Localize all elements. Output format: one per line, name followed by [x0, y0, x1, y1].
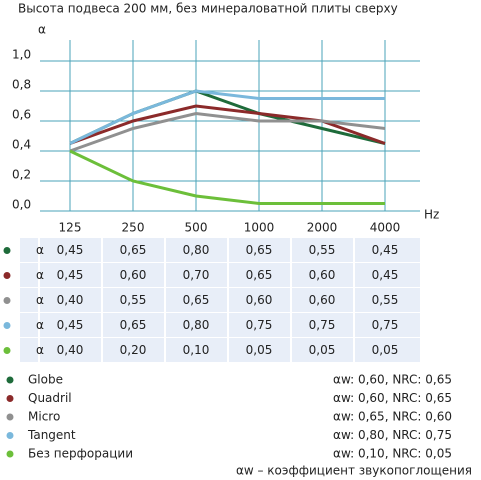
series-line — [69, 111, 386, 153]
table-value: 0,60 — [246, 293, 273, 307]
legend-rating: αw: 0,80, NRC: 0,75 — [333, 428, 452, 442]
legend-rating: αw: 0,65, NRC: 0,60 — [333, 410, 452, 424]
table-value: 0,45 — [57, 243, 84, 257]
x-tick-label: 500 — [185, 221, 208, 235]
x-tick-label: 1000 — [244, 221, 275, 235]
table-value: 0,80 — [183, 243, 210, 257]
table-value: 0,10 — [183, 343, 210, 357]
table-value: 0,70 — [183, 268, 210, 282]
legend-rating: αw: 0,60, NRC: 0,65 — [333, 373, 452, 387]
legend-rating: αw: 0,60, NRC: 0,65 — [333, 391, 452, 405]
table-value: 0,65 — [246, 243, 273, 257]
y-tick-label: 0,2 — [12, 168, 31, 182]
table-dot — [3, 297, 11, 304]
table-value: 0,65 — [120, 318, 147, 332]
footnote: αw – коэффициент звукопоглощения — [236, 464, 472, 478]
x-tick-label: 2000 — [307, 221, 338, 235]
series-line — [69, 89, 385, 145]
table-dot — [3, 272, 11, 279]
y-axis-label: α — [38, 23, 46, 37]
legend-dot — [6, 395, 14, 402]
table-value: 0,40 — [57, 293, 84, 307]
x-tick-label: 4000 — [370, 221, 401, 235]
table-value: 0,05 — [246, 343, 273, 357]
table-value: 0,65 — [246, 268, 273, 282]
table-row-label: α — [36, 243, 44, 257]
y-tick-label: 0,8 — [12, 78, 31, 92]
legend-label: Micro — [28, 410, 60, 424]
legend-dot — [6, 376, 14, 384]
table-row-label: α — [36, 343, 44, 357]
y-tick-label: 1,0 — [12, 48, 31, 62]
table-dot — [3, 247, 11, 254]
table-row-label: α — [36, 293, 44, 307]
series-line — [69, 104, 386, 145]
y-tick-label: 0,0 — [12, 198, 31, 212]
table-value: 0,55 — [120, 293, 147, 307]
table-value: 0,80 — [183, 318, 210, 332]
table-row-label: α — [36, 318, 44, 332]
table-value: 0,05 — [309, 343, 336, 357]
series-line — [69, 149, 385, 205]
table-value: 0,60 — [309, 293, 336, 307]
table-value: 0,45 — [57, 318, 84, 332]
legend-dot — [6, 450, 14, 458]
table-value: 0,75 — [372, 318, 399, 332]
table-value: 0,05 — [372, 343, 399, 357]
legend-label: Без перфорации — [28, 447, 133, 461]
legend-label: Globe — [28, 373, 63, 387]
table-row-label: α — [36, 268, 44, 282]
table-value: 0,60 — [309, 268, 336, 282]
table-value: 0,55 — [309, 243, 336, 257]
legend-rating: αw: 0,10, NRC: 0,05 — [333, 447, 452, 461]
table-value: 0,65 — [183, 293, 210, 307]
table-value: 0,75 — [309, 318, 336, 332]
x-tick-label: 125 — [59, 221, 82, 235]
table-value: 0,45 — [57, 268, 84, 282]
legend-dot — [6, 413, 14, 421]
table-value: 0,75 — [246, 318, 273, 332]
x-tick-label: 250 — [122, 221, 145, 235]
x-axis-label: Hz — [424, 208, 439, 222]
legend-label: Quadril — [28, 391, 72, 405]
legend-label: Tangent — [27, 428, 76, 442]
table-dot — [3, 322, 11, 329]
chart-title: Высота подвеса 200 мм, без минераловатно… — [18, 2, 398, 16]
y-tick-label: 0,6 — [12, 108, 31, 122]
table-value: 0,20 — [120, 343, 147, 357]
y-tick-label: 0,4 — [12, 138, 31, 152]
table-value: 0,45 — [372, 243, 399, 257]
table-value: 0,55 — [372, 293, 399, 307]
table-value: 0,45 — [372, 268, 399, 282]
table-value: 0,65 — [120, 243, 147, 257]
table-value: 0,60 — [120, 268, 147, 282]
legend-dot — [6, 432, 14, 439]
table-dot — [3, 347, 11, 354]
table-value: 0,40 — [57, 343, 84, 357]
